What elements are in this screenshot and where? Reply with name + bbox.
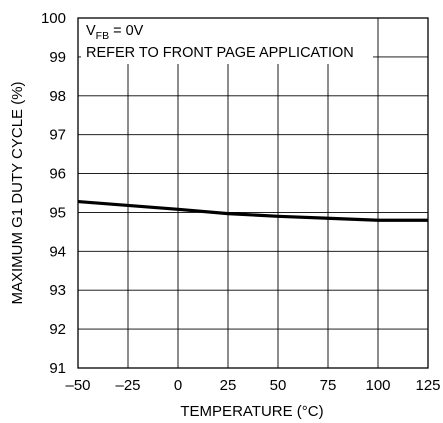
- x-tick-labels: –50 –25 0 25 50 75 100 125: [65, 377, 440, 394]
- series-line: [78, 202, 428, 221]
- y-axis-title: MAXIMUM G1 DUTY CYCLE (%): [9, 81, 26, 304]
- x-tick-label: 125: [415, 377, 440, 394]
- x-tick-label: 50: [270, 377, 287, 394]
- y-tick-label: 96: [49, 166, 66, 183]
- y-tick-label: 99: [49, 49, 66, 66]
- x-tick-label: 75: [320, 377, 337, 394]
- x-tick-label: –50: [65, 377, 90, 394]
- y-tick-label: 97: [49, 127, 66, 144]
- x-axis-title: TEMPERATURE (°C): [180, 403, 323, 420]
- x-tick-label: –25: [115, 377, 140, 394]
- x-tick-label: 25: [220, 377, 237, 394]
- y-tick-label: 94: [49, 243, 66, 260]
- x-tick-label: 0: [174, 377, 182, 394]
- x-tick-label: 100: [365, 377, 390, 394]
- y-tick-label: 95: [49, 204, 66, 221]
- plot-frame: [78, 18, 428, 368]
- annotation-vfb-sub: FB: [96, 30, 109, 42]
- annotation-vfb-main: V: [86, 23, 96, 39]
- y-tick-labels: 91 92 93 94 95 96 97 98 99 100: [41, 10, 66, 377]
- y-tick-label: 92: [49, 321, 66, 338]
- y-tick-label: 93: [49, 282, 66, 299]
- annotation-reference: REFER TO FRONT PAGE APPLICATION: [86, 45, 354, 61]
- y-tick-label: 98: [49, 88, 66, 105]
- grid-lines: [78, 18, 428, 368]
- annotation-vfb-rest: = 0V: [109, 23, 144, 39]
- series-group: [78, 202, 428, 221]
- y-tick-label: 91: [49, 360, 66, 377]
- annotation-box: VFB = 0V REFER TO FRONT PAGE APPLICATION: [81, 18, 373, 64]
- y-tick-label: 100: [41, 10, 66, 27]
